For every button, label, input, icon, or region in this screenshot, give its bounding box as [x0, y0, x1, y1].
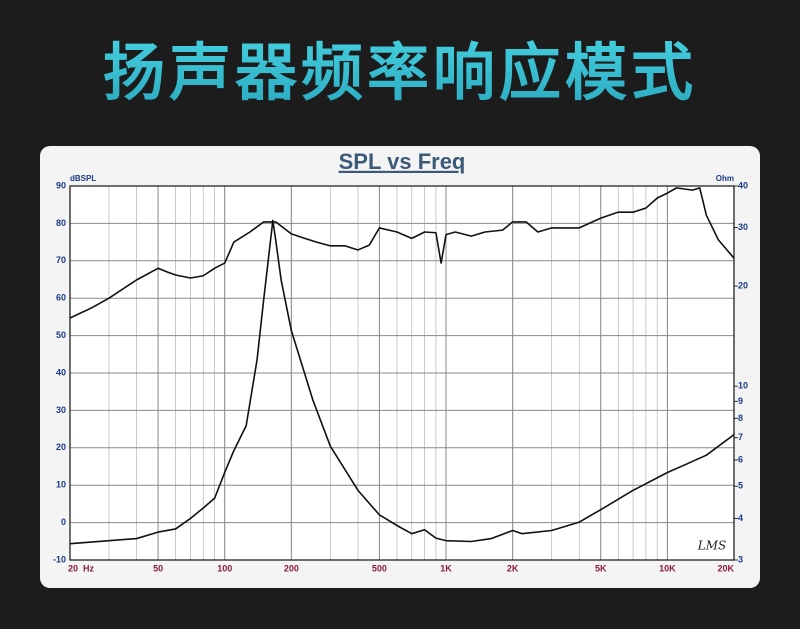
y-tick-label: 60 [56, 293, 66, 303]
y-tick-label: 30 [56, 405, 66, 415]
x-tick-label: 500 [372, 563, 387, 573]
x-tick-label: 1K [440, 563, 452, 573]
x-tick-label: 100 [217, 563, 232, 573]
x-tick-label: 10K [659, 563, 676, 573]
y-tick-label: 20 [56, 442, 66, 452]
x-tick-label: 50 [153, 563, 163, 573]
x-tick-label: 2K [507, 563, 519, 573]
y-axis-label: dBSPL [70, 174, 96, 183]
y2-tick-label: 4 [738, 513, 743, 523]
y-tick-label: 40 [56, 367, 66, 377]
y2-tick-label: 20 [738, 280, 748, 290]
y2-tick-label: 3 [738, 554, 743, 564]
y2-tick-label: 10 [738, 381, 748, 391]
y-tick-label: -10 [53, 554, 66, 564]
y2-tick-label: 7 [738, 432, 743, 442]
y2-axis-label: Ohm [716, 174, 734, 183]
y-tick-label: 70 [56, 255, 66, 265]
y-tick-label: 80 [56, 218, 66, 228]
headline: 扬声器频率响应模式 [0, 22, 800, 112]
y2-tick-label: 9 [738, 396, 743, 406]
y2-tick-label: 8 [738, 413, 743, 423]
x-tick-label: 20 Hz [68, 563, 95, 573]
x-tick-label: 200 [284, 563, 299, 573]
y2-tick-label: 5 [738, 481, 743, 491]
y-tick-label: 90 [56, 180, 66, 190]
x-tick-label: 20K [717, 563, 734, 573]
y-tick-label: 50 [56, 330, 66, 340]
y2-tick-label: 30 [738, 222, 748, 232]
y-tick-label: 10 [56, 480, 66, 490]
series-line [69, 219, 735, 545]
x-tick-label: 5K [595, 563, 607, 573]
watermark: LMS [697, 539, 726, 553]
y2-tick-label: 6 [738, 454, 743, 464]
y2-tick-label: 40 [738, 180, 748, 190]
series-line [69, 187, 735, 319]
plot-border [69, 185, 735, 561]
chart-title: SPL vs Freq [339, 149, 466, 174]
y-tick-label: 0 [61, 517, 66, 527]
